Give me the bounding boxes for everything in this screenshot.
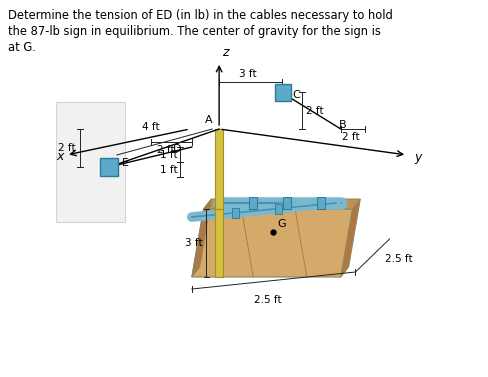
Bar	[284, 197, 291, 209]
Text: 1 ft: 1 ft	[160, 150, 177, 160]
Text: C: C	[292, 90, 300, 100]
Bar	[275, 204, 282, 214]
Text: Determine the tension of ED (in lb) in the cables necessary to hold: Determine the tension of ED (in lb) in t…	[8, 9, 392, 22]
Bar	[215, 129, 223, 209]
Text: 2 ft: 2 ft	[342, 132, 359, 142]
Bar	[249, 197, 257, 209]
Text: 2.5 ft: 2.5 ft	[385, 254, 412, 264]
Text: z: z	[222, 46, 228, 59]
Bar	[232, 208, 239, 218]
Text: 3 ft: 3 ft	[239, 69, 256, 79]
Polygon shape	[203, 199, 360, 209]
Text: D: D	[173, 144, 181, 154]
Text: 2 ft: 2 ft	[157, 145, 174, 155]
Polygon shape	[341, 199, 360, 277]
FancyBboxPatch shape	[275, 84, 291, 101]
Text: 4 ft: 4 ft	[142, 122, 160, 132]
Bar	[57, 102, 124, 222]
Polygon shape	[192, 209, 352, 277]
Text: G: G	[278, 219, 286, 229]
Text: 2 ft: 2 ft	[59, 143, 76, 153]
Text: 3 ft: 3 ft	[185, 238, 203, 248]
Text: 1 ft: 1 ft	[160, 165, 177, 175]
FancyBboxPatch shape	[101, 158, 118, 176]
Text: E: E	[122, 158, 129, 168]
Text: 2.5 ft: 2.5 ft	[254, 295, 282, 305]
Text: B: B	[339, 120, 346, 130]
Text: A: A	[204, 115, 212, 125]
Polygon shape	[192, 199, 211, 277]
Text: x: x	[57, 150, 64, 164]
Text: 2 ft: 2 ft	[306, 106, 324, 116]
Text: at G.: at G.	[8, 41, 36, 54]
Text: the 87-lb sign in equilibrium. The center of gravity for the sign is: the 87-lb sign in equilibrium. The cente…	[8, 25, 381, 38]
Text: y: y	[414, 150, 421, 164]
Bar	[215, 209, 223, 277]
Bar	[318, 197, 325, 209]
